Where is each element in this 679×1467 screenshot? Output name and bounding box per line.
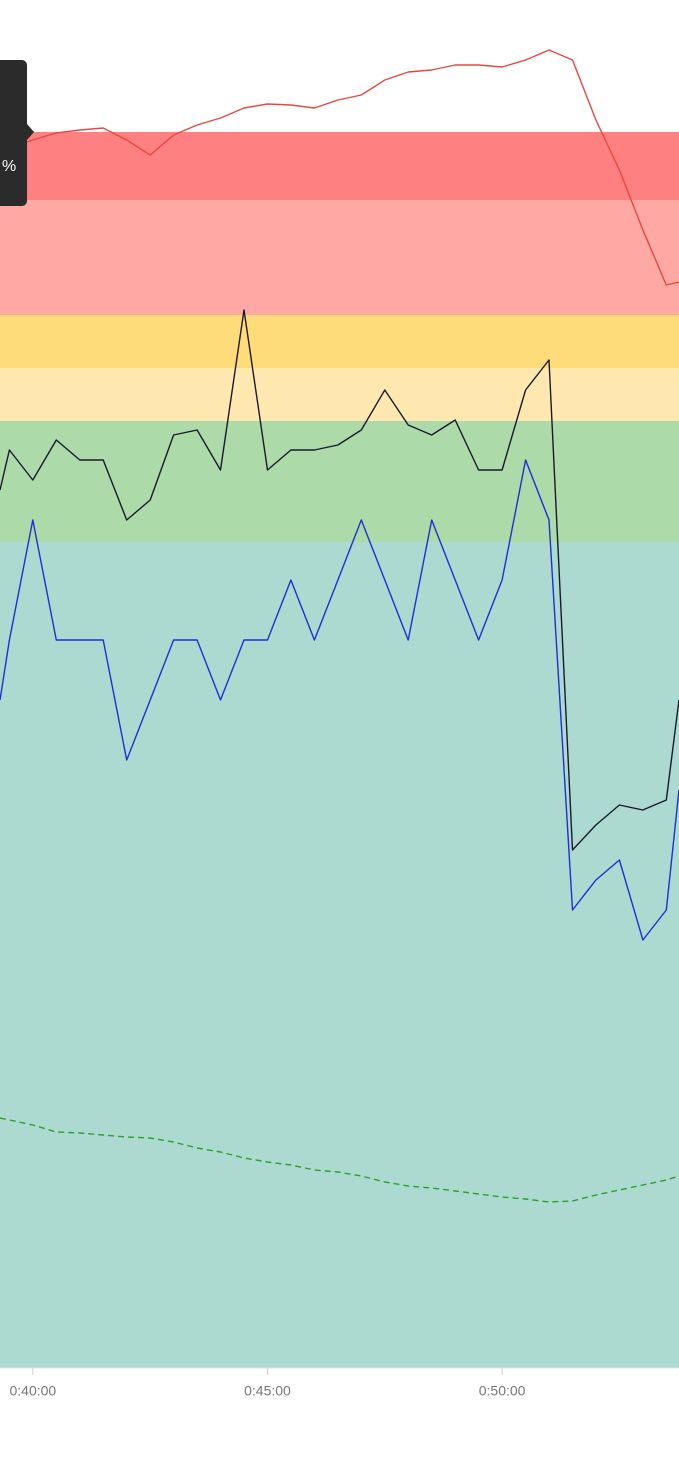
- tooltip-box: [0, 60, 27, 206]
- x-tick-label: 0:50:00: [479, 1383, 526, 1399]
- x-tick-label: 0:40:00: [9, 1383, 56, 1399]
- zone-band: [0, 132, 679, 200]
- zone-band: [0, 421, 679, 542]
- x-tick-label: 0:45:00: [244, 1383, 291, 1399]
- zone-band: [0, 368, 679, 421]
- series-line: [0, 49, 679, 286]
- zone-band: [0, 315, 679, 368]
- series-line: [0, 309, 679, 851]
- zone-band: [0, 542, 679, 1368]
- series-line: [0, 459, 679, 941]
- series-line: [0, 1117, 679, 1203]
- zone-band: [0, 200, 679, 315]
- tooltip-text: %: [2, 158, 16, 175]
- tooltip: %: [0, 60, 34, 206]
- tooltip-arrow: [27, 124, 34, 140]
